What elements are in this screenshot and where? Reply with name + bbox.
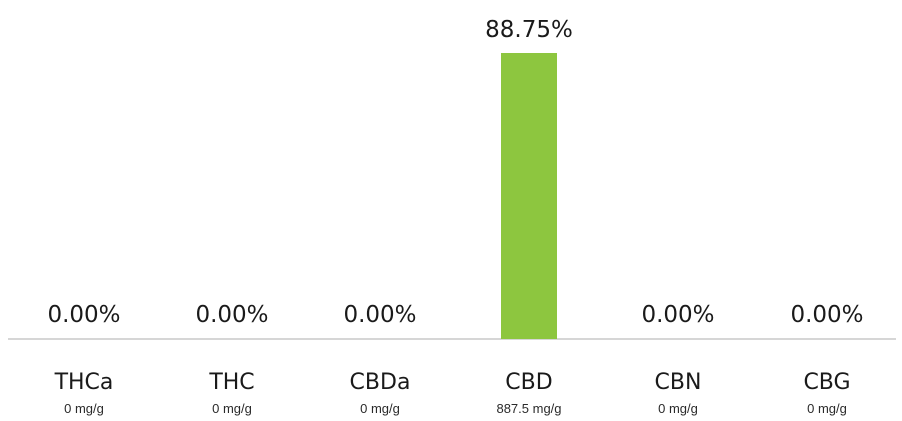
category-label-thca: THCa <box>54 370 114 395</box>
value-label-cbda: 0.00% <box>343 302 416 328</box>
value-label-cbn: 0.00% <box>641 302 714 328</box>
sublabel-cbda: 0 mg/g <box>360 401 400 416</box>
value-label-cbd: 88.75% <box>485 17 573 43</box>
category-labels-group: THCa THC CBDa CBD CBN CBG <box>54 370 851 395</box>
category-label-thc: THC <box>208 370 254 395</box>
category-label-cbg: CBG <box>803 370 850 395</box>
category-label-cbda: CBDa <box>350 370 411 395</box>
value-label-cbg: 0.00% <box>790 302 863 328</box>
sublabel-cbn: 0 mg/g <box>658 401 698 416</box>
category-label-cbn: CBN <box>655 370 702 395</box>
sublabel-cbd: 887.5 mg/g <box>496 401 561 416</box>
sublabels-group: 0 mg/g 0 mg/g 0 mg/g 887.5 mg/g 0 mg/g 0 mg/g <box>64 401 847 416</box>
sublabel-thc: 0 mg/g <box>212 401 252 416</box>
value-label-thca: 0.00% <box>47 302 120 328</box>
bars-group <box>501 53 557 339</box>
sublabel-cbg: 0 mg/g <box>807 401 847 416</box>
value-labels-group: 0.00% 0.00% 0.00% 88.75% 0.00% 0.00% <box>47 17 863 328</box>
value-label-thc: 0.00% <box>195 302 268 328</box>
category-label-cbd: CBD <box>505 370 552 395</box>
sublabel-thca: 0 mg/g <box>64 401 104 416</box>
bar-cbd <box>501 53 557 339</box>
